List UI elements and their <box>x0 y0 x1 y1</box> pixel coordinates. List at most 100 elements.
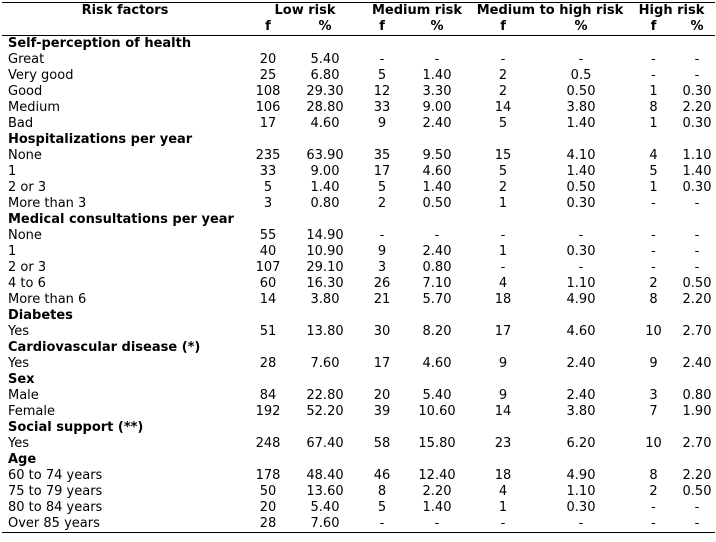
cell-frequency: 5 <box>649 164 658 179</box>
cell-frequency: 10 <box>645 324 662 339</box>
cell-percent: 4.90 <box>566 468 596 483</box>
section-row: Cardiovascular disease (*) <box>2 340 715 356</box>
cell-frequency: 235 <box>255 148 281 163</box>
cell-percent: - <box>694 260 700 275</box>
section-title: Hospitalizations per year <box>8 132 193 147</box>
cell-frequency: 58 <box>373 436 391 451</box>
cell-frequency: - <box>651 52 656 67</box>
cell-percent: 5.70 <box>422 292 452 307</box>
cell-frequency: 17 <box>494 324 512 339</box>
cell-frequency: 15 <box>494 148 512 163</box>
cell-percent: 4.10 <box>566 148 596 163</box>
cell-percent: 1.40 <box>422 180 452 195</box>
cell-percent: 3.80 <box>310 292 340 307</box>
header-high-risk: High risk <box>628 2 716 19</box>
cell-percent: - <box>578 52 584 67</box>
row-label: None <box>8 228 42 243</box>
row-label: Good <box>8 84 43 99</box>
cell-percent: 0.30 <box>566 500 596 515</box>
row-label: 2 or 3 <box>8 180 47 195</box>
cell-percent: 13.80 <box>306 324 344 339</box>
cell-percent: 1.40 <box>422 68 452 83</box>
cell-frequency: 60 <box>259 276 277 291</box>
cell-frequency: 20 <box>373 388 391 403</box>
cell-frequency: 2 <box>377 196 387 211</box>
row-label: Bad <box>8 116 34 131</box>
cell-percent: 0.30 <box>566 196 596 211</box>
header-medium-risk: Medium risk <box>362 2 473 19</box>
cell-frequency: 9 <box>649 356 658 371</box>
header-row-units: f % f % f % f % <box>2 19 716 36</box>
row-label: Yes <box>8 356 29 371</box>
cell-percent: 0.50 <box>566 84 596 99</box>
cell-frequency: 3 <box>377 260 387 275</box>
row-label: Great <box>8 52 45 67</box>
section-row: Age <box>2 452 715 468</box>
cell-percent: 29.10 <box>306 260 344 275</box>
cell-percent: 0.5 <box>570 68 592 83</box>
cell-percent: 0.50 <box>566 180 596 195</box>
row-label: Male <box>8 388 39 403</box>
section-title: Medical consultations per year <box>8 212 234 227</box>
cell-frequency: 28 <box>259 356 277 371</box>
cell-percent: 1.40 <box>682 164 712 179</box>
cell-percent: 2.20 <box>682 292 712 307</box>
cell-percent: 13.60 <box>306 484 344 499</box>
cell-percent: - <box>402 516 473 533</box>
cell-percent: - <box>694 196 700 211</box>
cell-frequency: 17 <box>259 116 277 131</box>
section-title: Age <box>8 452 37 467</box>
cell-percent: - <box>694 68 700 83</box>
cell-percent: 1.10 <box>682 148 712 163</box>
row-label: 1 <box>8 244 17 259</box>
table-row: 75 to 79 years 50 13.60 8 2.20 4 1.10 2 0.50 <box>2 484 715 500</box>
row-label: 1 <box>8 164 17 179</box>
table-row: Good 108 29.30 12 3.30 2 0.50 1 0.30 <box>2 84 715 100</box>
header-low-risk: Low risk <box>248 2 363 19</box>
risk-factors-table: Risk factors Low risk Medium risk Medium… <box>2 2 716 533</box>
cell-frequency: - <box>651 68 656 83</box>
cell-frequency: 2 <box>498 180 508 195</box>
cell-frequency: - <box>651 260 656 275</box>
section-row: Self-perception of health <box>2 36 715 53</box>
cell-frequency: 39 <box>373 404 391 419</box>
cell-frequency: 248 <box>255 436 281 451</box>
cell-frequency: 5 <box>498 164 508 179</box>
cell-percent: 7.60 <box>288 516 363 533</box>
table-row: None 55 14.90 - - - - - - <box>2 228 715 244</box>
cell-percent: 1.40 <box>566 164 596 179</box>
cell-percent: 14.90 <box>306 228 344 243</box>
cell-percent: 9.00 <box>310 164 340 179</box>
table-row: 80 to 84 years 20 5.40 5 1.40 1 0.30 - - <box>2 500 715 516</box>
cell-percent: 5.40 <box>310 500 340 515</box>
cell-frequency: 108 <box>255 84 281 99</box>
header-pct: % <box>679 19 716 36</box>
cell-percent: 4.60 <box>566 324 596 339</box>
cell-frequency: 1 <box>649 84 658 99</box>
cell-frequency: - <box>500 260 506 275</box>
table-row: Over 85 years 28 7.60- - - - - - <box>2 516 716 533</box>
cell-percent: 7.60 <box>310 356 340 371</box>
cell-percent: 3.80 <box>566 100 596 115</box>
header-f: f <box>362 19 403 36</box>
cell-percent: 4.60 <box>422 356 452 371</box>
header-f: f <box>472 19 535 36</box>
cell-frequency: 17 <box>373 164 391 179</box>
cell-frequency: 20 <box>259 52 277 67</box>
cell-percent: 12.40 <box>418 468 456 483</box>
cell-frequency: 106 <box>255 100 281 115</box>
cell-percent: 1.10 <box>566 276 596 291</box>
cell-frequency: 4 <box>498 276 508 291</box>
cell-percent: 0.50 <box>682 276 712 291</box>
table-row: Female 192 52.20 39 10.60 14 3.80 7 1.90 <box>2 404 715 420</box>
table-row: Yes 51 13.80 30 8.20 17 4.60 10 2.70 <box>2 324 715 340</box>
cell-frequency: 4 <box>498 484 508 499</box>
cell-frequency: 3 <box>649 388 658 403</box>
cell-percent: 2.20 <box>682 100 712 115</box>
cell-frequency: 5 <box>377 68 387 83</box>
section-title: Diabetes <box>8 308 73 323</box>
section-row: Hospitalizations per year <box>2 132 715 148</box>
cell-frequency: 1 <box>498 500 508 515</box>
cell-percent: 22.80 <box>306 388 344 403</box>
header-risk-factors: Risk factors <box>2 2 248 19</box>
